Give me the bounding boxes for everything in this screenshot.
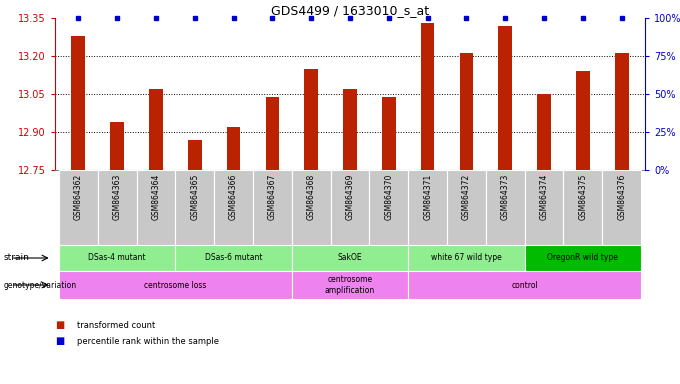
Text: white 67 wild type: white 67 wild type xyxy=(431,253,502,263)
Text: GSM864375: GSM864375 xyxy=(579,174,588,220)
Bar xyxy=(98,170,137,245)
Bar xyxy=(253,170,292,245)
Text: ■: ■ xyxy=(55,336,64,346)
Text: genotype/variation: genotype/variation xyxy=(3,280,77,290)
Text: GSM864370: GSM864370 xyxy=(384,174,393,220)
Text: control: control xyxy=(511,280,538,290)
Bar xyxy=(292,271,408,299)
Text: GSM864366: GSM864366 xyxy=(229,174,238,220)
Bar xyxy=(59,170,98,245)
Bar xyxy=(149,89,163,170)
Bar xyxy=(330,170,369,245)
Bar xyxy=(292,170,330,245)
Bar xyxy=(59,271,292,299)
Bar xyxy=(615,53,628,170)
Text: GSM864374: GSM864374 xyxy=(539,174,549,220)
Bar xyxy=(564,170,602,245)
Text: GSM864368: GSM864368 xyxy=(307,174,316,220)
Text: ■: ■ xyxy=(55,320,64,330)
Bar xyxy=(226,127,240,170)
Bar xyxy=(382,96,396,170)
Bar xyxy=(305,69,318,170)
Bar xyxy=(408,245,525,271)
Text: strain: strain xyxy=(3,253,29,263)
Bar xyxy=(110,122,124,170)
Bar xyxy=(602,170,641,245)
Text: GSM864362: GSM864362 xyxy=(74,174,83,220)
Text: GSM864372: GSM864372 xyxy=(462,174,471,220)
Bar xyxy=(292,245,408,271)
Text: OregonR wild type: OregonR wild type xyxy=(547,253,618,263)
Text: centrosome loss: centrosome loss xyxy=(144,280,207,290)
Bar xyxy=(460,53,473,170)
Bar xyxy=(498,26,512,170)
Bar xyxy=(137,170,175,245)
Text: GSM864364: GSM864364 xyxy=(152,174,160,220)
Bar xyxy=(369,170,408,245)
Bar xyxy=(537,94,551,170)
Text: GSM864369: GSM864369 xyxy=(345,174,354,220)
Text: SakOE: SakOE xyxy=(338,253,362,263)
Text: GSM864371: GSM864371 xyxy=(423,174,432,220)
Bar xyxy=(188,140,201,170)
Bar xyxy=(408,271,641,299)
Text: DSas-4 mutant: DSas-4 mutant xyxy=(88,253,146,263)
Bar xyxy=(525,245,641,271)
Text: centrosome
amplification: centrosome amplification xyxy=(325,275,375,295)
Bar xyxy=(421,23,435,170)
Text: GSM864376: GSM864376 xyxy=(617,174,626,220)
Text: transformed count: transformed count xyxy=(77,321,155,329)
Bar xyxy=(175,170,214,245)
Bar xyxy=(59,245,175,271)
Text: GSM864367: GSM864367 xyxy=(268,174,277,220)
Bar xyxy=(214,170,253,245)
Bar xyxy=(343,89,357,170)
Bar xyxy=(486,170,525,245)
Bar xyxy=(525,170,564,245)
Title: GDS4499 / 1633010_s_at: GDS4499 / 1633010_s_at xyxy=(271,4,429,17)
Bar xyxy=(266,96,279,170)
Text: DSas-6 mutant: DSas-6 mutant xyxy=(205,253,262,263)
Bar xyxy=(71,36,85,170)
Bar xyxy=(576,71,590,170)
Bar xyxy=(408,170,447,245)
Text: GSM864365: GSM864365 xyxy=(190,174,199,220)
Bar xyxy=(175,245,292,271)
Bar xyxy=(447,170,486,245)
Text: GSM864373: GSM864373 xyxy=(500,174,510,220)
Text: percentile rank within the sample: percentile rank within the sample xyxy=(77,337,219,346)
Text: GSM864363: GSM864363 xyxy=(113,174,122,220)
